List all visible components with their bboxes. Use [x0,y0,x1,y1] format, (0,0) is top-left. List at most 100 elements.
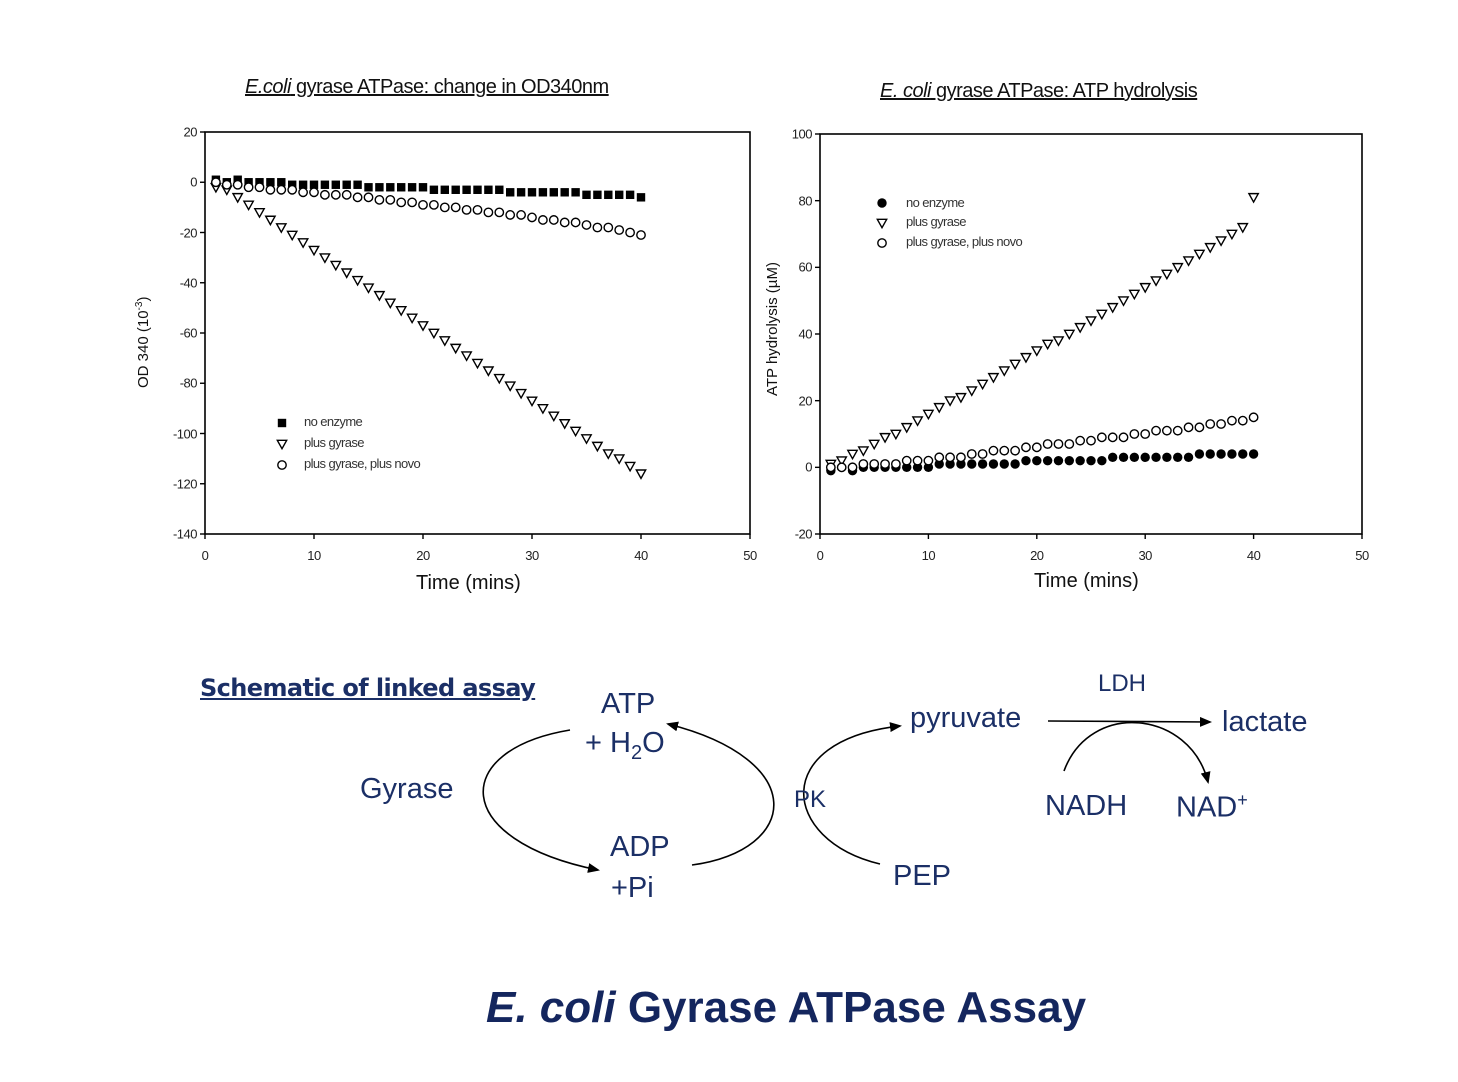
square-marker [484,185,493,194]
open-circle-marker [254,182,265,193]
triangle-marker [449,343,462,355]
left-tick-marks [200,131,751,539]
circle-marker [1248,449,1259,459]
triangle-marker [1020,352,1032,364]
open-circle-marker [548,215,559,225]
right-legend-plus-novo: plus gyrase, plus novo [906,234,1023,249]
y-tick-label: 100 [791,126,813,142]
triangle-marker [460,351,473,362]
triangle-marker [846,449,859,461]
triangle-marker [275,223,288,234]
open-circle-marker [1021,442,1031,453]
open-circle-marker [869,459,880,469]
open-circle-marker [877,238,887,248]
schematic-arrows [482,716,1212,873]
label-lactate: lactate [1222,706,1308,738]
triangle-marker [1139,282,1152,294]
triangle-marker [547,411,560,423]
label-pk: PK [794,786,827,813]
square-marker [615,190,624,200]
left-legend-no-enzyme: no enzyme [304,414,363,429]
circle-marker [1107,452,1118,463]
triangle-marker [911,416,924,427]
square-marker [364,183,373,192]
label-nadh: NADH [1045,790,1128,822]
circle-marker [956,459,966,469]
triangle-marker [395,305,408,317]
square-marker [506,188,515,197]
open-circle-marker [999,445,1010,456]
open-circle-marker [1010,445,1021,456]
triangle-marker [1226,229,1238,241]
triangle-marker [537,403,549,415]
open-circle-marker [636,230,646,240]
open-circle-marker [1086,435,1096,446]
square-marker [429,185,439,194]
square-marker [353,180,362,189]
h2o-prefix: + H [585,727,631,759]
square-marker [462,185,471,194]
triangle-marker [879,432,891,444]
triangle-marker [242,200,255,211]
open-circle-marker [1216,419,1226,429]
open-circle-marker [825,462,836,473]
triangle-marker [933,402,946,414]
open-circle-marker [559,217,570,228]
square-marker [636,193,646,202]
square-marker [342,180,351,189]
open-circle-marker [298,187,308,198]
triangle-marker [591,441,604,453]
triangle-marker [1063,329,1076,341]
open-circle-marker [428,199,439,210]
open-circle-marker [319,189,330,200]
open-circle-marker [505,210,516,220]
circle-marker [1162,452,1172,463]
y-tick-label: -140 [172,526,198,542]
triangle-marker [955,392,967,404]
left-x-axis-label: Time (mins) [416,572,521,594]
square-marker [266,178,275,187]
triangle-marker [569,426,582,438]
open-circle-marker [516,210,526,220]
y-tick-label: -60 [179,325,198,341]
square-marker [625,190,635,200]
triangle-marker [1150,276,1162,287]
square-marker [244,178,253,187]
open-circle-marker [396,197,407,208]
circle-marker [1042,455,1053,466]
square-marker [582,190,591,200]
triangle-marker [373,290,386,302]
triangle-marker [1236,222,1249,234]
square-marker [571,188,580,197]
label-adp: ADP [610,831,670,863]
right-chart-title: E. coli gyrase ATPase: ATP hydrolysis [880,80,1198,103]
circle-marker [1053,455,1064,466]
circle-marker [1151,452,1161,463]
open-circle-marker [407,197,417,208]
triangle-marker [1106,302,1119,314]
open-circle-marker [581,220,592,230]
open-circle-marker [1053,439,1064,449]
open-circle-marker [1096,432,1107,443]
triangle-marker [998,366,1011,377]
triangle-marker [428,328,440,340]
square-marker [593,190,602,200]
square-marker [233,175,242,184]
square-marker [407,183,417,192]
triangle-marker [253,208,266,219]
square-marker [255,178,264,187]
open-circle-marker [330,189,341,200]
open-circle-marker [1042,439,1053,449]
open-circle-marker [625,227,635,238]
triangle-marker [1085,316,1097,327]
open-circle-marker [309,187,319,198]
open-circle-marker [450,202,461,213]
left-chart-title-rest: gyrase ATPase: change in OD340nm [290,76,609,98]
open-circle-marker [1064,439,1075,449]
circle-marker [1086,455,1096,466]
open-circle-marker [836,462,847,473]
triangle-marker [976,379,989,391]
ldh-arrow [1047,716,1212,727]
triangle-marker [504,381,517,392]
right-legend-markers [876,198,888,248]
